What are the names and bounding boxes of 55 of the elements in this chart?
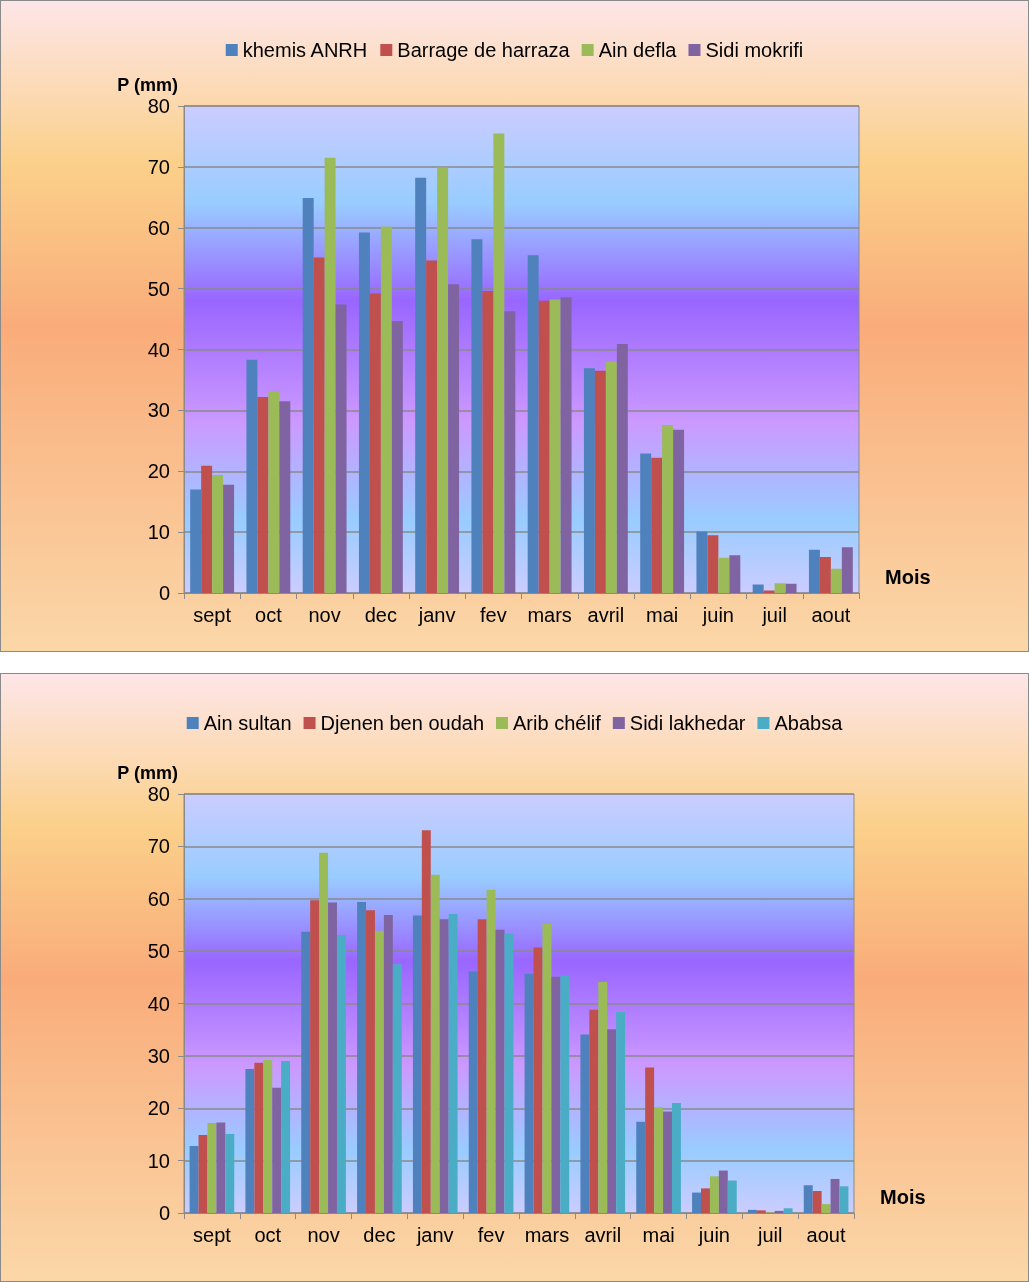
y-axis-title: P (mm) — [117, 75, 178, 95]
y-tick-label: 50 — [147, 940, 170, 963]
x-tick-label: juin — [701, 604, 734, 626]
x-tick-label: mars — [524, 1224, 570, 1246]
y-tick-label: 30 — [147, 1044, 170, 1067]
x-tick-label: fev — [480, 604, 507, 626]
y-tick-label: 20 — [147, 1097, 170, 1120]
x-tick-label: dec — [364, 604, 397, 626]
x-tick-label: sept — [193, 1224, 232, 1246]
legend-label: Barrage de harraza — [397, 39, 571, 61]
x-tick-label: dec — [363, 1224, 396, 1246]
x-tick-label: juil — [757, 1224, 783, 1246]
x-tick-label: fev — [477, 1224, 505, 1246]
x-tick-label: avril — [587, 604, 625, 626]
legend-label: Sidi mokrifi — [705, 39, 804, 61]
legend-label: Ababsa — [774, 712, 844, 734]
y-tick-label: 40 — [147, 992, 170, 1015]
y-axis-title: P (mm) — [117, 763, 178, 783]
y-tick-label: 0 — [158, 1202, 170, 1224]
x-tick-label: oct — [254, 1224, 282, 1246]
y-tick-label: 50 — [147, 277, 170, 300]
x-tick-label: oct — [255, 604, 283, 626]
x-axis-title: Mois — [885, 566, 931, 588]
x-tick-label: juin — [697, 1224, 730, 1246]
x-axis-title: Mois — [880, 1186, 926, 1208]
x-tick-label: nov — [307, 1224, 340, 1246]
y-tick-label: 30 — [147, 399, 170, 422]
y-tick-label: 0 — [158, 582, 170, 604]
legend-label: khemis ANRH — [242, 39, 368, 61]
x-tick-label: mai — [646, 604, 679, 626]
y-tick-label: 10 — [147, 521, 170, 544]
x-tick-label: mars — [527, 604, 572, 626]
legend-label: Ain defla — [598, 39, 678, 61]
x-tick-label: avril — [584, 1224, 622, 1246]
x-tick-label: aout — [811, 604, 851, 626]
y-tick-label: 70 — [147, 155, 170, 178]
legend-label: Ain sultan — [203, 712, 292, 734]
x-tick-label: sept — [193, 604, 232, 626]
y-tick-label: 70 — [147, 835, 170, 858]
y-tick-label: 40 — [147, 338, 170, 361]
y-tick-label: 60 — [147, 216, 170, 239]
y-tick-label: 60 — [147, 887, 170, 910]
y-tick-label: 20 — [147, 460, 170, 483]
legend-label: Djenen ben oudah — [320, 712, 485, 734]
y-tick-label: 80 — [147, 783, 170, 805]
x-tick-label: janv — [417, 604, 456, 626]
x-tick-label: aout — [806, 1224, 846, 1246]
x-tick-label: janv — [415, 1224, 454, 1246]
legend-label: Sidi lakhedar — [629, 712, 746, 734]
y-tick-label: 80 — [147, 95, 170, 117]
legend-label: Arib chélif — [513, 712, 602, 734]
y-tick-label: 10 — [147, 1149, 170, 1172]
x-tick-label: juil — [761, 604, 787, 626]
x-tick-label: mai — [642, 1224, 675, 1246]
x-tick-label: nov — [308, 604, 341, 626]
